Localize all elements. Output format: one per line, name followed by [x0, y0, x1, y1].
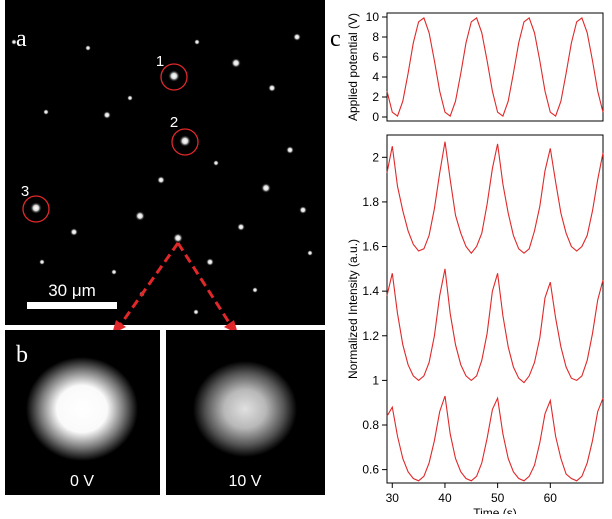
series-line — [386, 141, 604, 255]
scale-bar-label: 30 μm — [48, 281, 96, 300]
spot — [293, 33, 301, 41]
series-line — [386, 268, 604, 384]
spots — [11, 33, 313, 315]
spot-circle — [171, 128, 199, 156]
spot-circle — [160, 63, 188, 91]
spot — [30, 202, 42, 214]
plot-frame — [386, 12, 604, 122]
y-tick-label: 8 — [372, 30, 379, 44]
y-tick-label: 0 — [372, 110, 379, 124]
spot — [157, 176, 165, 184]
y-tick-label: 10 — [366, 10, 380, 24]
y-tick-label: 0.8 — [362, 418, 379, 432]
spot-label: 3 — [21, 183, 29, 200]
spot — [103, 111, 111, 119]
spot — [135, 211, 145, 221]
y-tick-label: 2 — [372, 150, 379, 164]
scale-bar — [27, 302, 117, 309]
arrow — [119, 242, 180, 325]
spot — [168, 70, 180, 82]
panel-label: a — [16, 26, 27, 52]
x-tick-label: 60 — [544, 491, 558, 505]
y-tick-label: 2 — [372, 90, 379, 104]
spot — [268, 84, 276, 92]
y-tick-label: 1.8 — [362, 195, 379, 209]
y-axis-label: Normalized Intensity (a.u.) — [346, 239, 360, 379]
spot — [43, 109, 49, 115]
spot-circles — [22, 63, 199, 223]
spot — [261, 183, 271, 193]
arrow — [176, 242, 232, 325]
spot — [299, 206, 307, 214]
panel-label: c — [330, 26, 341, 52]
spot — [193, 309, 199, 315]
spot-label: 1 — [156, 53, 164, 70]
spot — [206, 258, 214, 266]
y-tick-label: 1.4 — [362, 284, 379, 298]
spot — [231, 58, 241, 68]
x-axis-label: Time (s) — [473, 506, 517, 514]
particle — [193, 361, 297, 457]
voltage-label: 0 V — [70, 473, 94, 490]
voltage-label: 10 V — [229, 473, 262, 490]
spot — [111, 269, 117, 275]
spot — [237, 223, 245, 231]
spot — [11, 39, 17, 45]
spot — [194, 39, 200, 45]
spot — [179, 135, 191, 147]
y-tick-label: 1.6 — [362, 240, 379, 254]
y-tick-label: 4 — [372, 70, 379, 84]
series-line — [386, 395, 604, 482]
micrograph — [5, 0, 325, 325]
x-tick-label: 30 — [386, 491, 400, 505]
x-tick-label: 40 — [438, 491, 452, 505]
spot — [252, 287, 258, 293]
spot — [39, 259, 45, 265]
spot-label: 2 — [170, 114, 178, 131]
plot-frame — [386, 134, 604, 484]
spot — [70, 228, 78, 236]
zoom-arrows — [119, 242, 232, 325]
particle — [26, 357, 138, 461]
spot — [127, 95, 133, 101]
panel-label: b — [16, 342, 28, 368]
y-tick-label: 1 — [372, 373, 379, 387]
spot — [307, 250, 313, 256]
x-tick-label: 50 — [491, 491, 505, 505]
y-tick-label: 1.2 — [362, 329, 379, 343]
spot — [85, 45, 91, 51]
spot — [286, 146, 294, 154]
spot — [213, 160, 219, 166]
spot-circle — [22, 195, 50, 223]
spot — [173, 233, 183, 243]
y-axis-label: Applied potential (V) — [346, 13, 360, 121]
series-line — [386, 17, 604, 117]
y-tick-label: 0.6 — [362, 463, 379, 477]
y-tick-label: 6 — [372, 50, 379, 64]
